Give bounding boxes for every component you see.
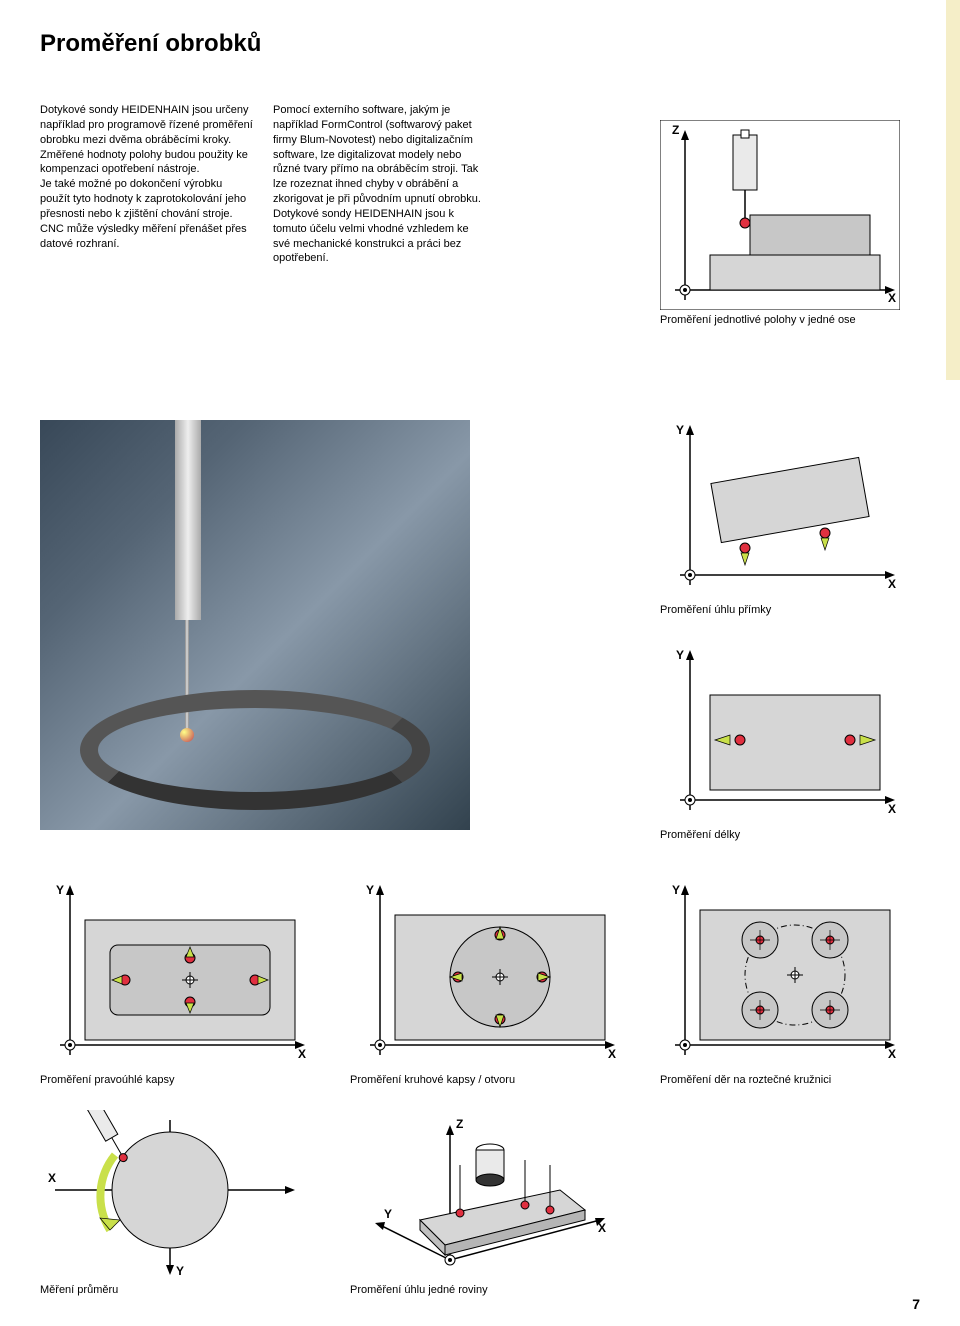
side-strip xyxy=(946,0,960,380)
svg-text:X: X xyxy=(298,1047,306,1061)
page-number: 7 xyxy=(912,1296,920,1312)
svg-text:X: X xyxy=(608,1047,616,1061)
caption-d6: Proměření děr na roztečné kružnici xyxy=(660,1074,900,1086)
diagram-bolt-circle: Y X xyxy=(660,880,900,1070)
diagram-single-position: Z X xyxy=(660,120,900,310)
diagram-length: Y X xyxy=(660,645,900,825)
column-2: Pomocí externího software, jakým je např… xyxy=(273,103,488,266)
diagram-circ-pocket: Y X xyxy=(350,880,620,1070)
svg-text:Y: Y xyxy=(676,423,684,437)
svg-text:Y: Y xyxy=(384,1207,392,1221)
svg-text:X: X xyxy=(598,1221,606,1235)
caption-d7: Měření průměru xyxy=(40,1284,310,1296)
diagram-plane-angle: Z X Y xyxy=(350,1110,620,1280)
svg-text:X: X xyxy=(48,1171,56,1185)
svg-text:X: X xyxy=(888,802,896,816)
caption-d2: Proměření úhlu přímky xyxy=(660,604,900,616)
caption-d5: Proměření kruhové kapsy / otvoru xyxy=(350,1074,620,1086)
svg-text:X: X xyxy=(888,1047,896,1061)
diagram-diameter: X Y xyxy=(40,1110,310,1280)
svg-text:Y: Y xyxy=(676,648,684,662)
svg-text:Y: Y xyxy=(672,883,680,897)
probe-photo xyxy=(40,420,470,830)
caption-d8: Proměření úhlu jedné roviny xyxy=(350,1284,620,1296)
svg-text:Z: Z xyxy=(672,123,679,137)
svg-text:Y: Y xyxy=(176,1264,184,1278)
svg-text:Z: Z xyxy=(456,1117,463,1131)
caption-d1: Proměření jednotlivé polohy v jedné ose xyxy=(660,314,900,326)
page-title: Proměření obrobků xyxy=(40,30,920,58)
svg-text:Y: Y xyxy=(366,883,374,897)
svg-text:X: X xyxy=(888,291,896,305)
diagram-angle-line: Y X xyxy=(660,420,900,600)
caption-d4: Proměření pravoúhlé kapsy xyxy=(40,1074,310,1086)
svg-text:X: X xyxy=(888,577,896,591)
svg-text:Y: Y xyxy=(56,883,64,897)
column-1: Dotykové sondy HEIDENHAIN jsou určeny na… xyxy=(40,103,255,266)
diagram-rect-pocket: Y X xyxy=(40,880,310,1070)
caption-d3: Proměření délky xyxy=(660,829,900,841)
